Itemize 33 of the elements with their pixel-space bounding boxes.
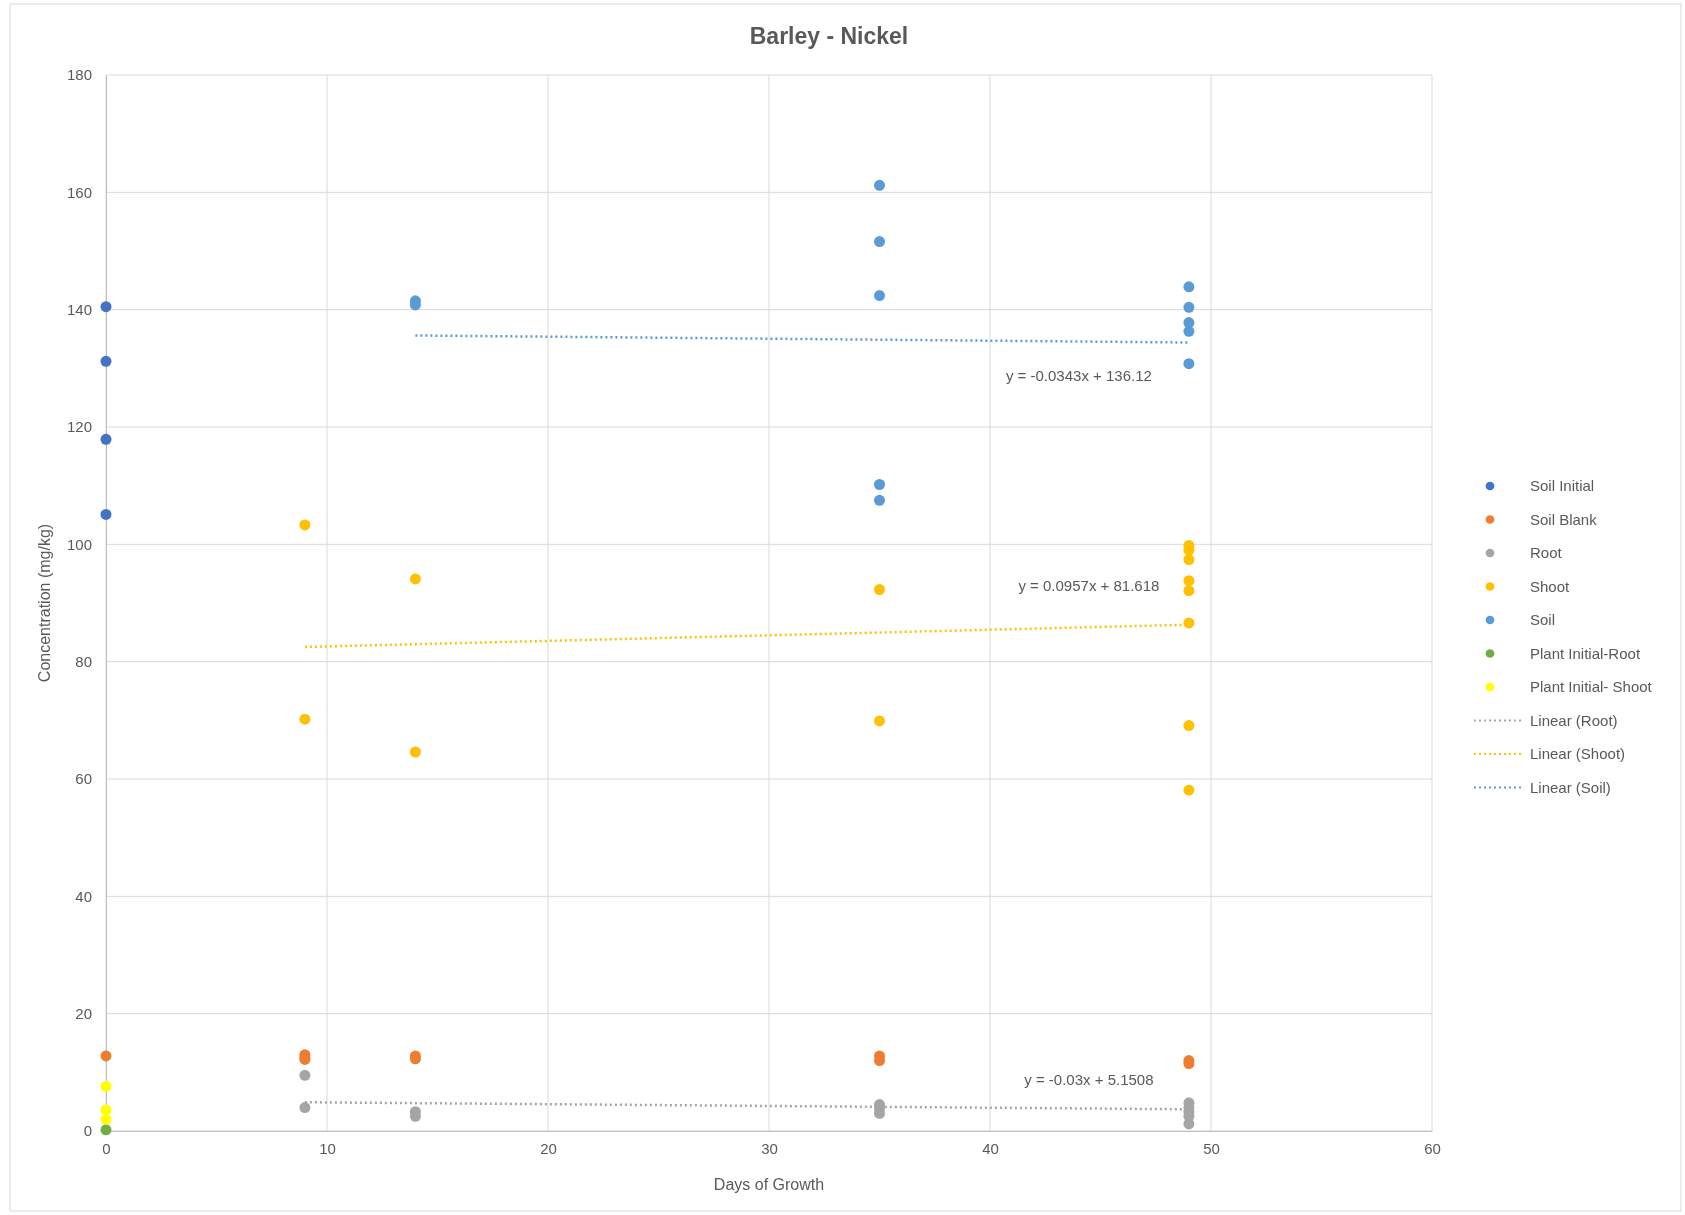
x-tick-label: 40 [982, 1139, 999, 1157]
y-axis-title: Concentration (mg/kg) [36, 523, 53, 683]
legend-label: Soil Blank [1530, 510, 1598, 528]
x-tick-label: 60 [1424, 1139, 1441, 1157]
x-tick-label: 20 [540, 1139, 557, 1157]
legend-label: Linear (Root) [1530, 711, 1618, 729]
y-tick-label: 120 [66, 418, 92, 436]
y-tick-label: 80 [75, 652, 92, 670]
y-tick-label: 60 [75, 770, 92, 788]
y-tick-label: 160 [66, 183, 92, 201]
y-tick-label: 100 [66, 535, 92, 553]
x-axis-title: Days of Growth [713, 1176, 825, 1193]
x-tick-label: 10 [319, 1139, 336, 1157]
x-tick-label: 30 [761, 1139, 778, 1157]
annotation: y = 0.0957x + 81.618 [1018, 576, 1160, 594]
legend-label: Soil Initial [1530, 477, 1595, 494]
y-tick-label: 20 [75, 1004, 92, 1022]
y-tick-label: 0 [83, 1122, 92, 1140]
legend-label: Soil [1530, 611, 1556, 628]
x-tick-label: 50 [1203, 1139, 1220, 1157]
y-tick-label: 40 [75, 887, 92, 905]
chart-title: Barley - Nickel [749, 23, 909, 49]
y-tick-label: 180 [66, 66, 92, 84]
y-tick-label: 140 [66, 300, 92, 318]
annotation: y = -0.03x + 5.1508 [1024, 1071, 1154, 1089]
legend-label: Linear (Soil) [1530, 778, 1611, 796]
legend-label: Plant Initial-Root [1530, 644, 1641, 662]
legend-label: Linear (Shoot) [1530, 745, 1626, 762]
legend-label: Plant Initial- Shoot [1530, 678, 1653, 695]
legend-label: Shoot [1530, 577, 1571, 595]
x-tick-label: 0 [102, 1139, 111, 1157]
legend-label: Root [1530, 544, 1563, 561]
annotation: y = -0.0343x + 136.12 [1005, 366, 1152, 384]
